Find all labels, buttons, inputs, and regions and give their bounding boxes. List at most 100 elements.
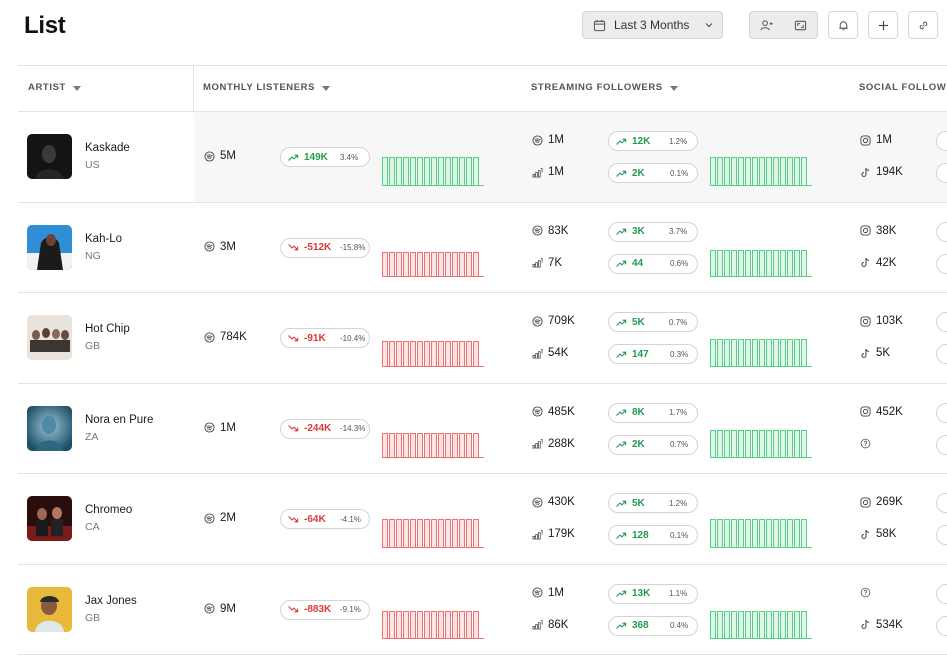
spark-bar <box>403 156 409 185</box>
expand-view-button[interactable] <box>784 12 818 38</box>
deezer-change-pill-percent: 0.1% <box>670 168 689 178</box>
spark-bar <box>445 610 451 638</box>
view-toggle <box>749 11 818 39</box>
spark-bar <box>389 156 395 185</box>
table-row[interactable]: Hot Chip GB 784K -91K -10.4% 709K 5K 0.7% 54K 147… <box>18 293 947 384</box>
tiktok-followers: 534K <box>860 619 903 631</box>
spotify-change-pill: 3K 3.7% <box>608 221 698 242</box>
trend-up-icon <box>616 319 627 326</box>
table-row[interactable]: Kaskade US 5M 149K 3.4% 1M 12K 1.2% 1M 2K 0.1% 1M 19… <box>18 112 947 203</box>
spark-bar <box>459 156 465 185</box>
trend-down-icon <box>288 334 299 341</box>
monthly-listeners: 5M <box>204 150 236 162</box>
instagram-followers-value: 452K <box>876 405 903 418</box>
artist-name[interactable]: Nora en Pure <box>85 413 154 426</box>
trend-up-icon <box>616 260 627 267</box>
spark-bar <box>417 251 423 276</box>
add-button[interactable] <box>868 11 898 39</box>
column-header-social-followers[interactable]: SOCIAL FOLLOW <box>859 82 947 93</box>
spotify-icon <box>204 150 215 162</box>
spotify-icon <box>204 603 215 614</box>
spark-bar <box>738 156 744 185</box>
spark-bar <box>417 518 423 547</box>
monthly-listeners-value: 2M <box>220 512 236 524</box>
monthly-listeners-value: 5M <box>220 150 236 162</box>
streaming-sparkline-baseline <box>710 185 813 186</box>
column-header-monthly-listeners[interactable]: MONTHLY LISTENERS <box>203 82 331 93</box>
social-change-pill <box>936 221 947 242</box>
spark-bar <box>452 432 458 457</box>
spark-bar <box>410 340 416 366</box>
monthly-listeners: 2M <box>204 512 236 524</box>
spark-bar <box>438 432 444 457</box>
monthly-change-pill-percent: -10.4% <box>340 333 366 343</box>
spark-bar <box>410 432 416 457</box>
column-header-streaming-followers[interactable]: STREAMING FOLLOWERS <box>531 82 678 93</box>
tiktok-icon <box>861 348 870 358</box>
artist-view-button[interactable] <box>750 12 784 38</box>
table-row[interactable]: Kah-Lo NG 3M -512K -15.8% 83K 3K 3.7% 7K 44 0.6% 38… <box>18 203 947 293</box>
table-row[interactable]: Chromeo CA 2M -64K -4.1% 430K 5K 1.2% 179K 128 0.1… <box>18 474 947 565</box>
spark-bar <box>731 339 737 366</box>
spotify-change-pill-change: 5K <box>632 497 645 509</box>
spark-bar <box>382 340 388 366</box>
tiktok-followers-value: 534K <box>876 618 903 631</box>
deezer-change-pill-percent: 0.7% <box>670 440 689 449</box>
spark-bar <box>759 156 765 185</box>
share-link-button[interactable] <box>908 11 938 39</box>
instagram-followers: 103K <box>860 315 903 327</box>
spark-bar <box>801 610 807 638</box>
artist-country: CA <box>85 521 100 533</box>
spark-bar <box>403 610 409 638</box>
artist-name[interactable]: Kah-Lo <box>85 232 123 245</box>
streaming-sparkline <box>710 155 808 185</box>
deezer-followers-value: 288K <box>548 437 575 450</box>
spark-bar <box>724 339 730 366</box>
social-change-pill <box>936 493 947 513</box>
link-icon <box>919 21 927 29</box>
tiktok-followers-value: 5K <box>876 347 891 359</box>
artist-table: ARTIST MONTHLY LISTENERS STREAMING FOLLO… <box>18 65 947 655</box>
spark-bar <box>473 340 479 366</box>
artist-name[interactable]: Chromeo <box>85 504 133 516</box>
spark-bar <box>759 610 765 638</box>
spark-bar <box>473 156 479 185</box>
artist-name[interactable]: Kaskade <box>85 142 130 154</box>
artist-name[interactable]: Jax Jones <box>85 594 137 607</box>
spark-bar <box>459 518 465 547</box>
monthly-listeners: 784K <box>204 331 247 343</box>
instagram-icon <box>860 496 871 508</box>
spotify-icon <box>532 225 543 236</box>
spotify-followers-value: 1M <box>548 134 564 146</box>
spotify-change-pill-percent: 1.7% <box>669 408 688 417</box>
spark-bar <box>759 518 765 547</box>
sort-caret-icon <box>669 86 678 91</box>
tiktok-followers: 58K <box>860 528 896 540</box>
artist-name[interactable]: Hot Chip <box>85 323 130 335</box>
tiktok-icon <box>861 529 870 539</box>
spark-bar <box>745 339 751 366</box>
streaming-sparkline-baseline <box>710 547 813 548</box>
spark-bar <box>724 156 730 185</box>
deezer-change-pill-percent: 0.4% <box>670 621 689 630</box>
monthly-sparkline-baseline <box>382 547 485 548</box>
deezer-icon <box>532 529 543 539</box>
notifications-button[interactable] <box>828 11 858 39</box>
table-row[interactable]: Jax Jones GB 9M -883K -9.1% 1M 13K 1.1% 86K 368 0.… <box>18 565 947 655</box>
sort-caret-icon <box>322 86 331 91</box>
spark-bar <box>794 250 800 276</box>
social-change-pill <box>936 312 947 332</box>
spark-bar <box>403 432 409 457</box>
tiktok-icon <box>861 167 870 177</box>
monthly-change-pill-change: 149K <box>304 151 328 163</box>
date-range-select[interactable]: Last 3 Months <box>582 11 723 39</box>
spark-bar <box>459 432 465 457</box>
streaming-sparkline <box>710 336 808 366</box>
page-title: List <box>24 12 66 39</box>
spark-bar <box>445 432 451 457</box>
deezer-icon <box>532 619 543 630</box>
deezer-change-pill-percent: 0.6% <box>670 259 689 268</box>
table-row[interactable]: Nora en Pure ZA 1M -244K -14.3% 485K 8K 1.7% 288… <box>18 384 947 474</box>
spark-bar <box>745 610 751 638</box>
column-header-artist[interactable]: ARTIST <box>28 82 81 93</box>
